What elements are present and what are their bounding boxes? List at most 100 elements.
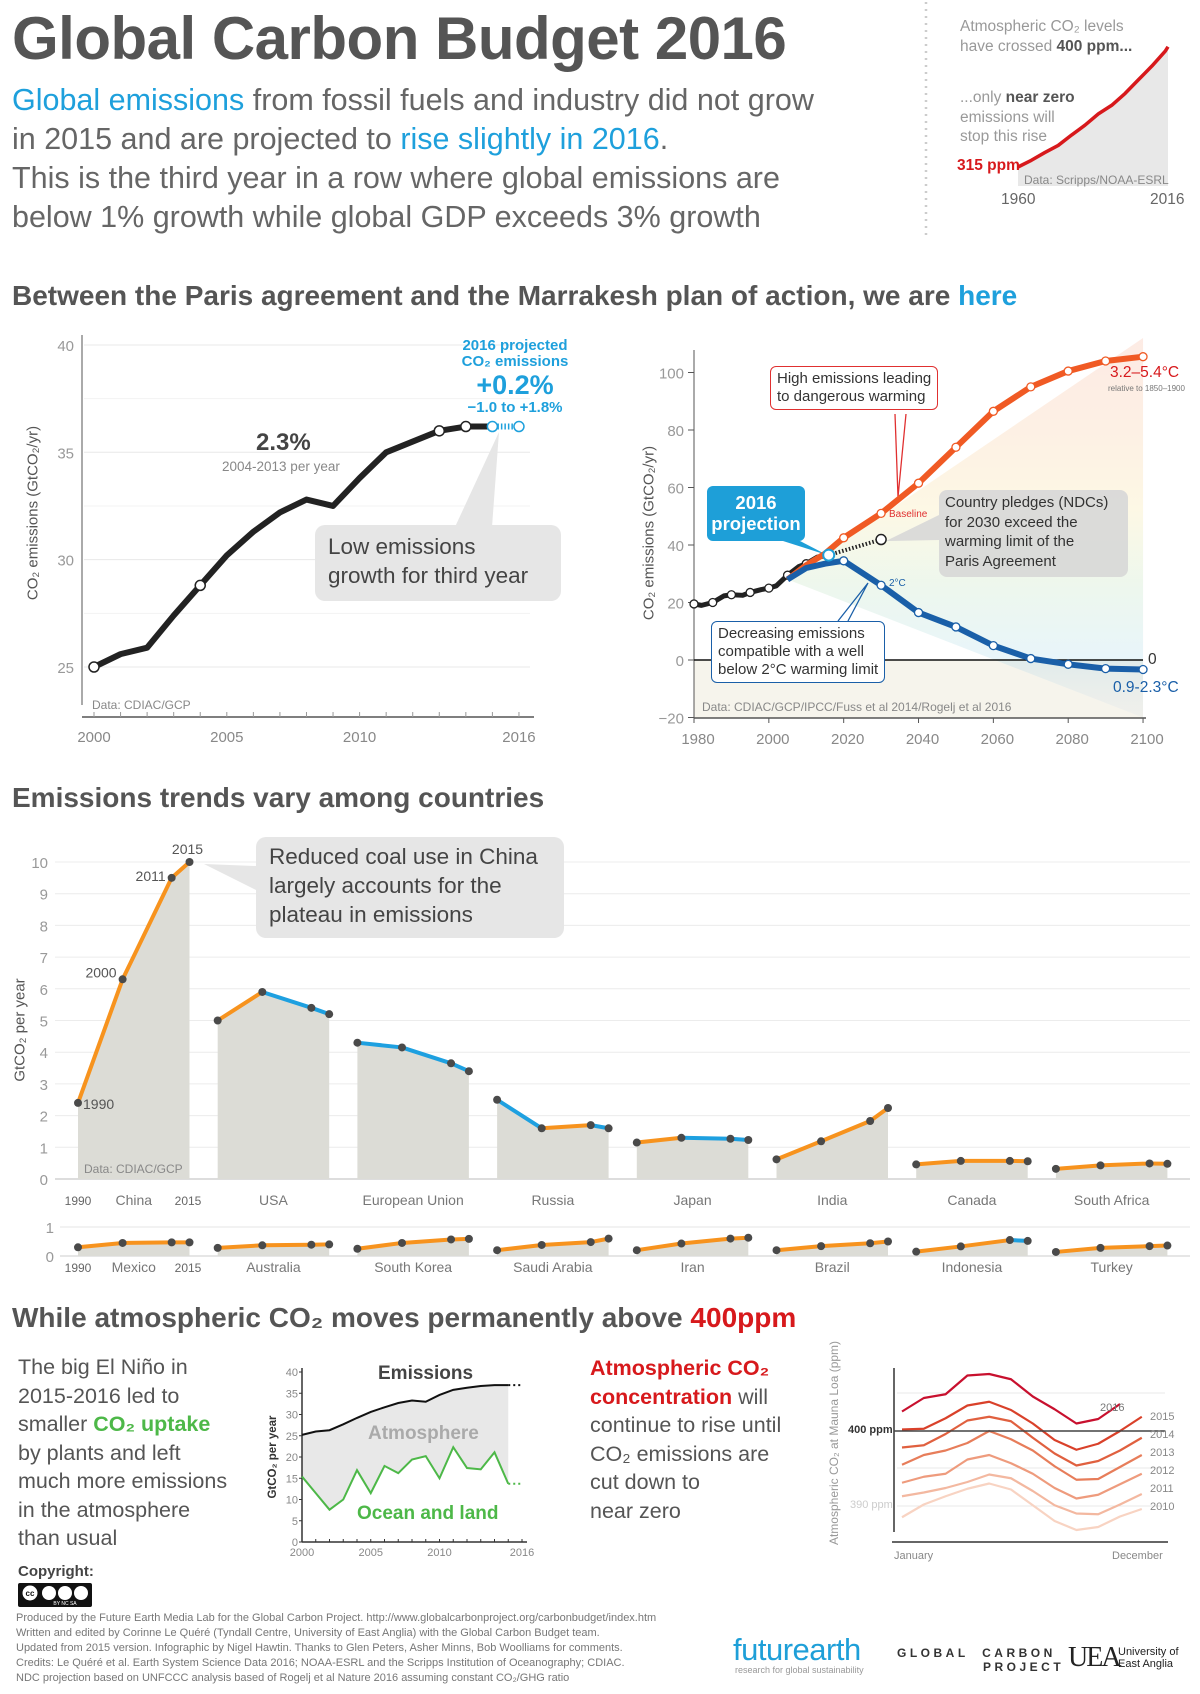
copyright-label: Copyright:: [18, 1563, 94, 1580]
increase-segment: [1098, 1161, 1152, 1168]
projection-point: [486, 420, 499, 433]
x-tick-label: 2100: [1130, 731, 1163, 748]
data-point: [258, 1241, 267, 1250]
year-label: 2011: [1150, 1483, 1174, 1495]
countries-ylabel: GtCO₂ per year: [11, 978, 29, 1082]
year-label: 2012: [1150, 1465, 1174, 1477]
subtitle-text: below 1% growth while global GDP exceeds…: [12, 200, 761, 234]
section-heading-countries: Emissions trends vary among countries: [12, 782, 545, 813]
year-label: 2010: [1150, 1501, 1174, 1513]
uea-name: University of East Anglia: [1118, 1646, 1179, 1670]
inset-line: ...: [1119, 38, 1133, 55]
point-label: 2000: [85, 964, 116, 980]
y-tick-label: 25: [57, 660, 74, 677]
data-point: [433, 425, 446, 437]
two-degree-label: 2°C: [889, 578, 906, 589]
cc-license-badge[interactable]: cc BY NC SA: [18, 1583, 92, 1607]
data-point: [537, 1240, 546, 1249]
y-tick-label: 8: [40, 918, 48, 935]
data-point: [1051, 1164, 1060, 1173]
year-line-2010: [901, 1482, 1143, 1532]
x-tick-label: 2016: [510, 1547, 534, 1559]
inset-line: emissions will: [960, 108, 1055, 126]
country-label: Brazil: [815, 1259, 850, 1275]
atmos-text: Atmospheric CO₂ concentration will conti…: [590, 1354, 781, 1525]
body-line: 2015-2016 led to: [18, 1383, 180, 1408]
data-point: [744, 1136, 753, 1145]
increase-segment: [400, 1237, 454, 1245]
country-area: [357, 1042, 469, 1179]
y-tick-label: 3: [40, 1077, 48, 1094]
data-point: [1026, 653, 1036, 664]
december-label: December: [1112, 1550, 1163, 1562]
country-label: USA: [259, 1192, 288, 1208]
subtitle-text: .: [659, 122, 669, 156]
country-label: European Union: [363, 1192, 464, 1208]
data-point: [537, 1124, 546, 1133]
country-label: South Korea: [374, 1259, 452, 1275]
futurearth-tagline: research for global sustainability: [735, 1665, 864, 1675]
decrease-segment: [355, 1040, 404, 1050]
data-point: [951, 622, 961, 632]
atmosphere-area: [302, 1385, 509, 1510]
data-point: [988, 406, 999, 416]
ref-400-label: 400 ppm: [848, 1424, 893, 1436]
zero-label: 0: [1148, 651, 1157, 668]
data-point: [913, 607, 924, 618]
data-point: [1023, 1236, 1032, 1245]
year-label: 2014: [1150, 1429, 1174, 1441]
y-tick-label: 9: [40, 887, 48, 904]
point-label: 2015: [172, 841, 203, 857]
credit-line: Produced by the Future Earth Media Lab f…: [16, 1612, 657, 1624]
body-line: will: [732, 1384, 768, 1409]
data-point: [213, 1016, 222, 1025]
country-label: Australia: [246, 1259, 301, 1275]
y-tick-label: 40: [286, 1367, 298, 1379]
increase-segment: [120, 1240, 174, 1245]
box-text: below 2°C warming limit: [718, 661, 879, 678]
data-point: [325, 1240, 334, 1249]
y-tick-label: 35: [57, 445, 74, 462]
y-tick-label: 10: [286, 1495, 298, 1507]
y-tick-label: 5: [40, 1014, 48, 1031]
high-emissions-pointer: [894, 413, 907, 498]
chart1-growth-rate: 2.3%: [256, 429, 311, 456]
year-line-2011: [901, 1473, 1143, 1516]
increase-segment: [679, 1236, 733, 1246]
january-label: January: [894, 1550, 934, 1562]
cc-icon: cc BY NC SA: [21, 1584, 88, 1607]
x-tick-label: 2060: [981, 731, 1014, 748]
increase-segment: [634, 1241, 684, 1253]
box-text: projection: [711, 513, 801, 534]
year-line-2013: [901, 1429, 1143, 1481]
y-tick-label: 40: [57, 338, 74, 355]
data-point: [586, 1121, 595, 1130]
data-point: [726, 1234, 735, 1243]
callout-text: growth for third year: [328, 563, 529, 588]
data-point: [460, 420, 472, 433]
y-tick-label: 0: [676, 653, 684, 670]
projection-text: CO₂ emissions: [461, 353, 569, 370]
data-point: [912, 1160, 921, 1169]
data-point: [632, 1138, 641, 1147]
decreasing-emissions-box: Decreasing emissions compatible with a w…: [711, 621, 886, 683]
increase-segment: [819, 1118, 873, 1144]
country-label: Canada: [947, 1192, 996, 1208]
body-line: than usual: [18, 1526, 118, 1550]
y-tick-label: 7: [40, 950, 48, 967]
inset-line: ...only: [960, 89, 1006, 106]
y-tick-label: 20: [667, 596, 684, 613]
x-tick-label: 2000: [290, 1547, 314, 1559]
body-highlight: Atmospheric CO₂: [590, 1356, 770, 1380]
year-line-2014: [901, 1415, 1143, 1467]
credits: Produced by the Future Earth Media Lab f…: [16, 1611, 656, 1686]
credit-line: NDC projection based on UNFCCC analysis …: [16, 1672, 570, 1684]
y-tick-label: 25: [286, 1431, 298, 1443]
mini-chart-ylabel: GtCO₂ per year: [267, 1415, 279, 1499]
data-point: [1096, 1243, 1105, 1252]
data-point: [912, 1247, 921, 1256]
year-label-end: 2015: [175, 1261, 202, 1275]
decrease-segment: [495, 1097, 544, 1131]
year-line-2012: [901, 1453, 1143, 1500]
data-point: [632, 1246, 641, 1255]
